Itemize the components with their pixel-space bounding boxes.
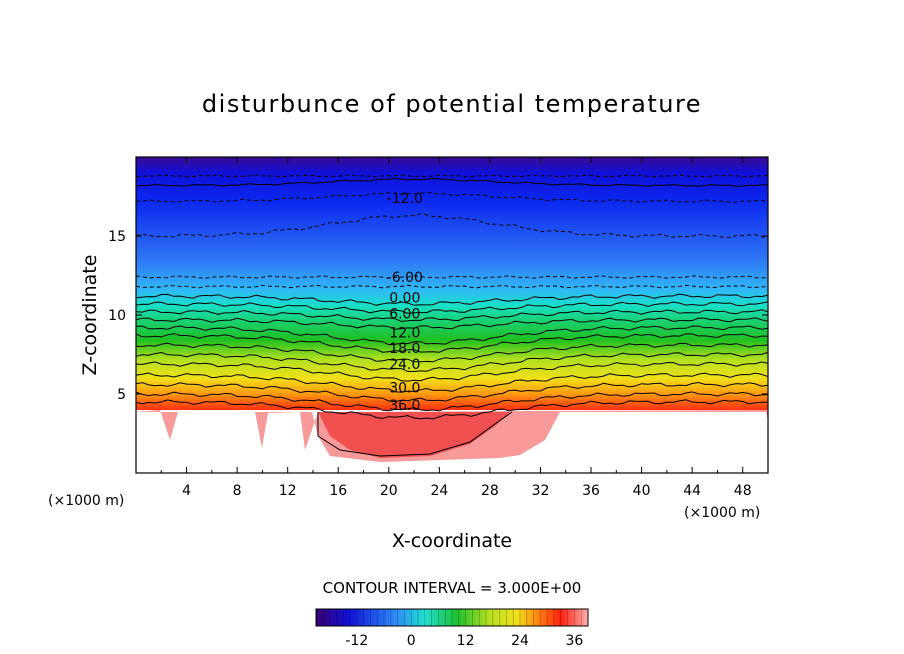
contour-line — [136, 293, 768, 306]
contour-line — [136, 275, 768, 279]
colorbar-tick-label: 36 — [565, 633, 583, 649]
contour-line — [136, 381, 768, 403]
contour-line — [136, 191, 768, 203]
y-tick-label: 10 — [108, 308, 126, 324]
contour-line — [136, 301, 768, 314]
x-tick-label: 4 — [182, 483, 191, 499]
x-tick-label: 16 — [329, 483, 347, 499]
contour-line — [136, 284, 768, 289]
contour-line — [136, 213, 768, 239]
contour-line — [136, 391, 768, 412]
contour-line — [317, 411, 513, 457]
contour-interval-text: CONTOUR INTERVAL = 3.000E+00 — [323, 579, 582, 597]
contour-label: -12.0 — [387, 191, 423, 207]
x-tick-label: 8 — [233, 483, 242, 499]
x-unit-left: (×1000 m) — [48, 493, 124, 509]
contour-line — [136, 399, 768, 420]
chart-title: disturbunce of potential temperature — [202, 90, 702, 118]
x-tick-label: 20 — [380, 483, 398, 499]
x-unit-right: (×1000 m) — [684, 505, 760, 521]
colorbar — [315, 608, 589, 627]
contour-line — [136, 333, 768, 353]
colorbar-tick-label: -12 — [345, 633, 368, 649]
y-tick-label: 15 — [108, 229, 126, 245]
x-axis-label: X-coordinate — [392, 530, 512, 552]
contour-label: 24.0 — [389, 357, 420, 373]
contour-label: 36.0 — [389, 398, 420, 414]
x-tick-label: 32 — [532, 483, 550, 499]
colorbar-tick-label: 0 — [407, 633, 416, 649]
x-tick-label: 36 — [582, 483, 600, 499]
contour-line — [136, 317, 768, 330]
contour-label: 30.0 — [389, 381, 420, 397]
contour-line — [136, 325, 768, 346]
contour-line — [136, 309, 768, 322]
x-tick-label: 28 — [481, 483, 499, 499]
contour-label: 6.00 — [389, 306, 420, 322]
x-tick-label: 24 — [430, 483, 448, 499]
contour-label: 18.0 — [389, 341, 420, 357]
contour-line — [136, 372, 768, 393]
x-tick-label: 40 — [633, 483, 651, 499]
warm-core-region — [318, 412, 510, 458]
y-axis-label: Z-coordinate — [79, 255, 101, 376]
contour-line — [136, 351, 768, 373]
contour-label: 0.00 — [389, 291, 420, 307]
contour-line — [136, 342, 768, 363]
x-tick-label: 48 — [734, 483, 752, 499]
contour-line — [136, 361, 768, 382]
contour-label: 12.0 — [389, 325, 420, 341]
contour-line — [136, 174, 768, 178]
y-tick-label: 5 — [117, 387, 126, 403]
colorbar-tick-label: 24 — [511, 633, 529, 649]
x-tick-label: 44 — [683, 483, 701, 499]
contour-line — [136, 177, 768, 187]
contour-label: -6.00 — [387, 270, 423, 286]
colorbar-tick-label: 12 — [457, 633, 475, 649]
x-tick-label: 12 — [279, 483, 297, 499]
